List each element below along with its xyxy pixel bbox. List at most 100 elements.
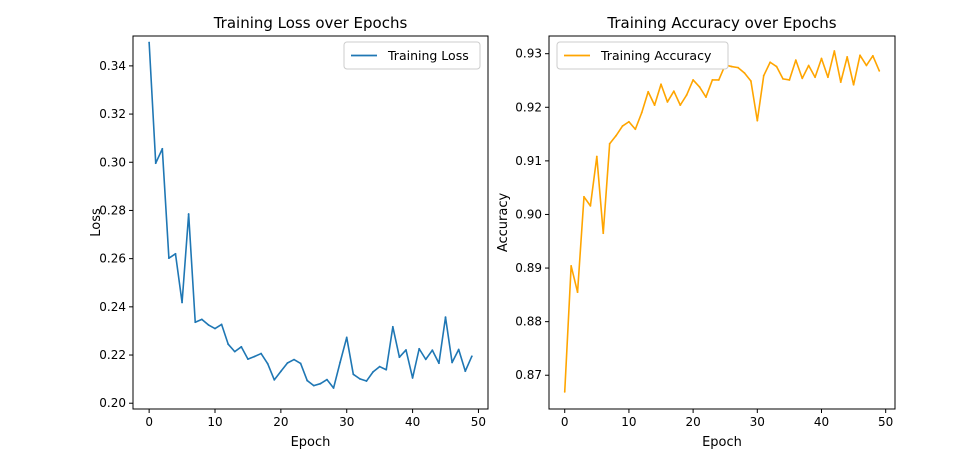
loss-data-point xyxy=(181,301,183,304)
accuracy-y-tick-label: 0.88 xyxy=(515,315,542,329)
accuracy-data-point xyxy=(788,79,791,81)
accuracy-data-point xyxy=(859,54,861,57)
loss-x-tick-label: 0 xyxy=(145,415,153,429)
loss-data-point xyxy=(154,162,157,165)
accuracy-data-point xyxy=(660,83,662,86)
accuracy-data-point xyxy=(730,65,733,68)
loss-chart-title: Training Loss over Epochs xyxy=(213,14,408,32)
accuracy-data-point xyxy=(737,66,739,69)
loss-data-point xyxy=(345,336,348,339)
accuracy-data-point xyxy=(820,57,823,60)
loss-data-point xyxy=(306,379,309,382)
loss-data-point xyxy=(424,358,427,361)
accuracy-data-point xyxy=(801,77,804,80)
loss-data-point xyxy=(418,347,421,350)
accuracy-x-axis-label: Epoch xyxy=(702,435,742,450)
loss-series-line xyxy=(148,42,473,389)
loss-y-tick-label: 0.34 xyxy=(99,59,126,73)
loss-y-tick-label: 0.22 xyxy=(99,348,126,362)
loss-x-tick-label: 40 xyxy=(405,415,420,429)
accuracy-series-line xyxy=(563,50,881,392)
accuracy-data-point xyxy=(576,291,579,294)
loss-y-tick-label: 0.24 xyxy=(99,300,126,314)
loss-data-point xyxy=(405,349,407,351)
accuracy-legend-label: Training Accuracy xyxy=(600,48,712,63)
accuracy-data-point xyxy=(827,76,829,79)
accuracy-data-point xyxy=(685,94,688,96)
accuracy-x-tick-label: 10 xyxy=(621,415,636,429)
accuracy-data-point xyxy=(602,232,605,235)
accuracy-data-point xyxy=(608,142,611,145)
accuracy-data-point xyxy=(865,64,868,67)
accuracy-data-point xyxy=(647,90,650,93)
accuracy-data-point xyxy=(583,195,585,198)
accuracy-data-point xyxy=(705,96,707,98)
accuracy-series xyxy=(563,50,881,393)
accuracy-data-point xyxy=(794,59,797,62)
accuracy-data-point xyxy=(666,101,669,103)
loss-legend-box xyxy=(343,41,481,70)
loss-x-tick-label: 10 xyxy=(207,415,222,429)
accuracy-data-point xyxy=(621,125,624,127)
loss-data-point xyxy=(332,387,335,389)
accuracy-data-point xyxy=(852,83,855,86)
loss-data-point xyxy=(286,362,289,364)
loss-data-point xyxy=(326,378,328,381)
accuracy-y-tick-label: 0.93 xyxy=(515,47,542,61)
loss-data-point xyxy=(240,345,243,348)
loss-data-point xyxy=(273,378,276,381)
accuracy-data-point xyxy=(756,119,759,122)
accuracy-data-point xyxy=(775,65,778,68)
accuracy-y-tick-label: 0.91 xyxy=(515,154,542,168)
accuracy-data-point xyxy=(762,74,765,77)
loss-data-point xyxy=(247,358,249,361)
accuracy-data-point xyxy=(672,90,675,93)
accuracy-data-point xyxy=(782,77,784,80)
loss-data-point xyxy=(233,350,236,353)
loss-data-point xyxy=(385,368,388,371)
accuracy-x-tick-label: 50 xyxy=(878,415,893,429)
accuracy-y-tick-label: 0.92 xyxy=(515,100,542,114)
loss-data-point xyxy=(279,370,282,373)
loss-y-tick-label: 0.32 xyxy=(99,107,126,121)
loss-data-point xyxy=(339,361,342,364)
loss-data-point xyxy=(411,377,414,379)
accuracy-data-point xyxy=(640,111,643,114)
loss-data-point xyxy=(358,377,361,380)
accuracy-data-point xyxy=(653,104,656,107)
loss-data-point xyxy=(464,370,467,373)
loss-x-tick-label: 20 xyxy=(273,415,288,429)
loss-data-point xyxy=(187,213,190,215)
loss-y-tick-label: 0.20 xyxy=(99,396,126,410)
loss-data-point xyxy=(200,318,203,321)
loss-data-point xyxy=(444,316,447,319)
accuracy-data-point xyxy=(749,80,752,82)
accuracy-y-axis-label: Accuracy xyxy=(496,193,511,253)
loss-data-point xyxy=(266,362,269,365)
accuracy-data-point xyxy=(692,79,695,81)
accuracy-data-point xyxy=(717,79,720,81)
accuracy-chart-title: Training Accuracy over Epochs xyxy=(606,14,836,32)
accuracy-x-tick-label: 0 xyxy=(561,415,569,429)
loss-plot-frame xyxy=(132,35,489,410)
loss-data-point xyxy=(352,373,355,376)
accuracy-legend-box xyxy=(556,41,729,70)
loss-y-ticks: 0.20 0.22 0.24 0.26 0.28 0.30 0.32 0.34 xyxy=(99,59,133,410)
accuracy-data-point xyxy=(878,69,881,72)
loss-x-tick-label: 30 xyxy=(339,415,354,429)
loss-data-point xyxy=(299,362,302,365)
accuracy-y-ticks: 0.87 0.88 0.89 0.90 0.91 0.92 0.93 xyxy=(515,47,549,382)
accuracy-data-point xyxy=(846,56,849,58)
accuracy-data-point xyxy=(711,79,714,81)
accuracy-data-point xyxy=(814,76,816,79)
loss-data-point xyxy=(457,348,460,351)
accuracy-data-point xyxy=(589,204,592,207)
loss-chart: Training Loss over Epochs Epoch Loss 0 10… xyxy=(89,14,489,450)
loss-data-point xyxy=(207,324,210,326)
loss-data-point xyxy=(312,384,315,387)
loss-data-point xyxy=(227,343,230,346)
loss-data-point xyxy=(214,327,216,330)
accuracy-y-tick-label: 0.89 xyxy=(515,261,542,275)
accuracy-data-point xyxy=(570,265,573,267)
loss-x-axis-label: Epoch xyxy=(291,435,331,450)
